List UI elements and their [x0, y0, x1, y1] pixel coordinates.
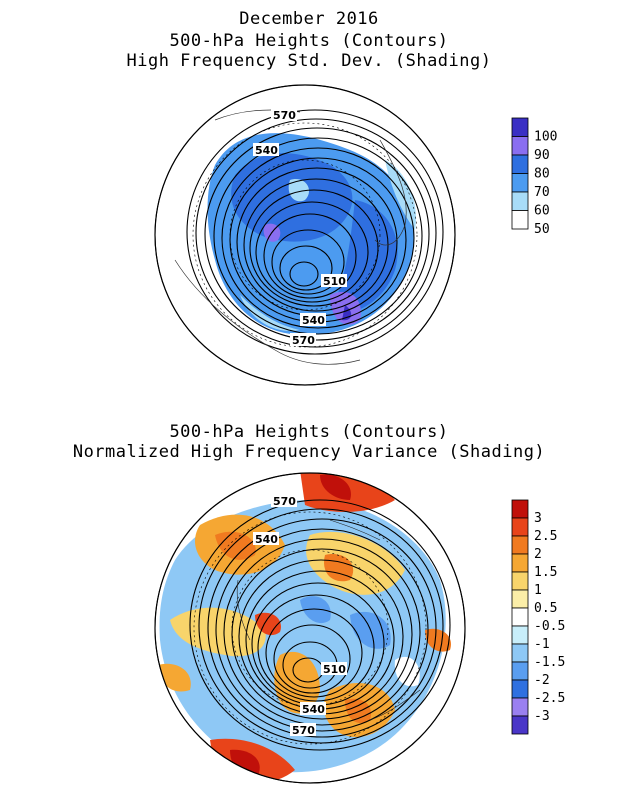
panel2-colorbar-swatch — [511, 679, 529, 699]
panel1-map: 570 540 510 540 570 — [154, 84, 456, 386]
panel1-std-dev-shading — [174, 109, 444, 365]
panel2-colorbar-swatch — [511, 625, 529, 645]
panel2-colorbar: 3 2.5 2 1.5 1 0.5 -0.5 -1 -1.5 -2 -2.5 -3 — [511, 499, 565, 735]
panel1-colorbar: 100 90 80 70 60 50 — [511, 117, 557, 237]
panel2-colorbar-label: -0.5 — [534, 619, 565, 634]
panel2-colorbar-label: 2 — [534, 547, 542, 562]
panel1-title-line3: High Frequency Std. Dev. (Shading) — [126, 51, 492, 71]
panel1-colorbar-label: 90 — [534, 148, 550, 163]
panel2-contour-label-540-bottom: 540 — [302, 703, 325, 716]
panel2-contour-label-510: 510 — [323, 663, 346, 676]
panel1-colorbar-swatch — [511, 154, 529, 174]
panel1-colorbar-label: 100 — [534, 130, 557, 145]
panel2-colorbar-label: 0.5 — [534, 601, 557, 616]
panel2-colorbar-swatch — [511, 607, 529, 627]
panel1-colorbar-label: 50 — [534, 222, 550, 237]
panel2-colorbar-label: -2.5 — [534, 691, 565, 706]
panel2-colorbar-swatch — [511, 499, 529, 519]
panel2-contour-label-570-top: 570 — [273, 495, 296, 508]
panel1-contour-label-570-top: 570 — [273, 109, 296, 122]
panel2-colorbar-swatch — [511, 571, 529, 591]
panel1-contour-label-540-bottom: 540 — [302, 314, 325, 327]
panel2-colorbar-label: -2 — [534, 673, 550, 688]
panel2-colorbar-swatch — [511, 715, 529, 735]
panel2-colorbar-label: -1.5 — [534, 655, 565, 670]
panel1-title-line2: 500-hPa Heights (Contours) — [169, 31, 449, 51]
panel1-title-line1: December 2016 — [239, 9, 379, 29]
panel2-colorbar-swatch — [511, 661, 529, 681]
panel1-colorbar-swatch — [511, 136, 529, 156]
panel2-colorbar-label: -3 — [534, 709, 550, 724]
panel2-title-line1: 500-hPa Heights (Contours) — [169, 422, 449, 442]
panel1-colorbar-swatch — [511, 191, 529, 211]
panel2-colorbar-swatch — [511, 697, 529, 717]
panel2-colorbar-swatch — [511, 535, 529, 555]
panel2-colorbar-label: 2.5 — [534, 529, 557, 544]
panel1-colorbar-swatch — [511, 117, 529, 137]
panel2-title-line2: Normalized High Frequency Variance (Shad… — [72, 442, 546, 462]
panel1-colorbar-label: 80 — [534, 167, 550, 182]
panel2-colorbar-swatch — [511, 517, 529, 537]
panel2-colorbar-label: -1 — [534, 637, 550, 652]
panel2-colorbar-label: 1 — [534, 583, 542, 598]
panel1-colorbar-label: 60 — [534, 204, 550, 219]
panel2-contour-label-570-bottom: 570 — [292, 724, 315, 737]
panel2-colorbar-label: 3 — [534, 511, 542, 526]
panel2-colorbar-swatch — [511, 643, 529, 663]
panel1-colorbar-swatch — [511, 210, 529, 230]
panel1-contour-label-540-top: 540 — [255, 144, 278, 157]
panel1-contour-label-570-bottom: 570 — [292, 334, 315, 347]
panel2-colorbar-swatch — [511, 589, 529, 609]
panel2-colorbar-label: 1.5 — [534, 565, 557, 580]
panel1-colorbar-label: 70 — [534, 185, 550, 200]
panel2-colorbar-swatch — [511, 553, 529, 573]
panel1-contour-label-510: 510 — [323, 275, 346, 288]
panel2-map: 570 540 510 540 570 — [154, 472, 466, 784]
panel2-contour-label-540-top: 540 — [255, 533, 278, 546]
panel1-colorbar-swatch — [511, 173, 529, 193]
